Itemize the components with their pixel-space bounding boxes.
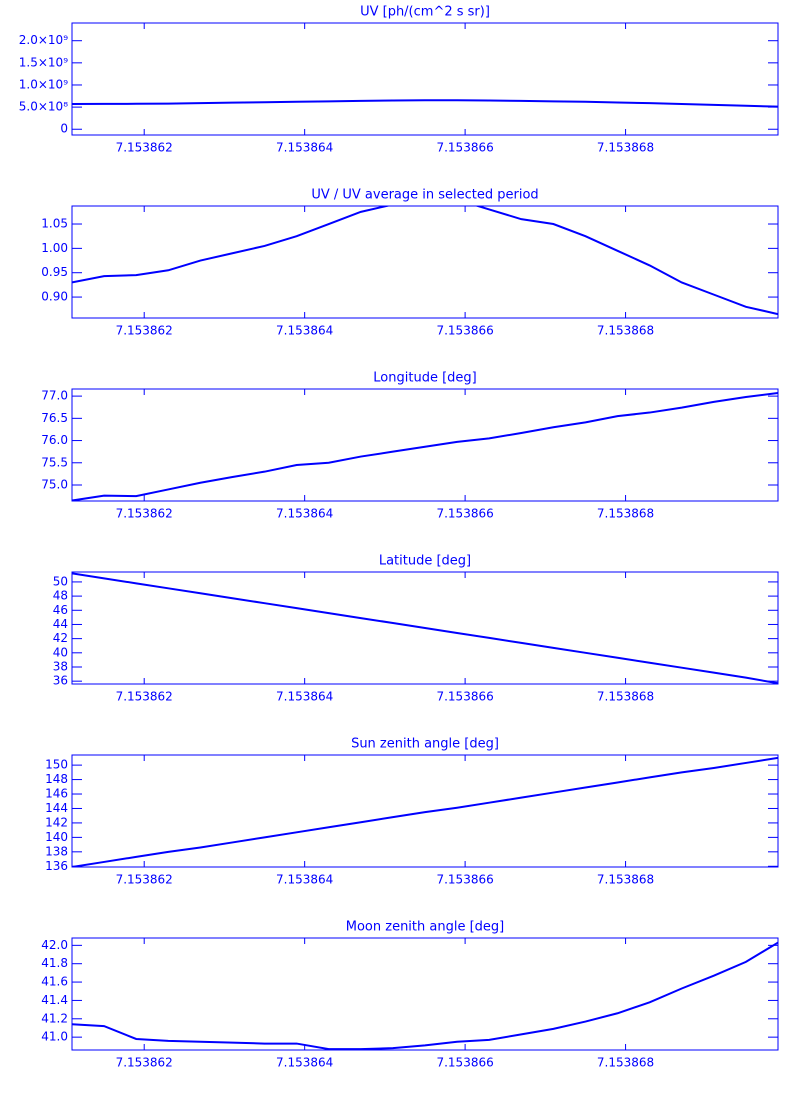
x-tick-label: 7.153864 — [276, 507, 333, 521]
plot-frame — [71, 388, 779, 502]
x-tick-label: 7.153862 — [116, 690, 173, 704]
plot-frame — [71, 205, 779, 319]
y-tick-label: 42 — [53, 631, 68, 645]
x-tick-label: 7.153868 — [597, 141, 654, 155]
y-tick-label: 36 — [53, 674, 68, 688]
y-tick-label: 146 — [45, 787, 68, 801]
x-tick-label: 7.153866 — [436, 873, 493, 887]
x-tick-label: 7.153866 — [436, 141, 493, 155]
y-tick-label: 46 — [53, 603, 68, 617]
x-tick-label: 7.153864 — [276, 141, 333, 155]
y-tick-label: 76.0 — [41, 433, 68, 447]
chart-title: UV / UV average in selected period — [311, 188, 538, 203]
y-tick-label: 0.90 — [41, 290, 68, 304]
y-tick-label: 50 — [53, 574, 68, 588]
x-tick-label: 7.153864 — [276, 324, 333, 338]
y-tick-label: 75.5 — [41, 455, 68, 469]
y-tick-label: 5.0×10⁸ — [19, 100, 68, 114]
y-tick-label: 44 — [53, 617, 68, 631]
x-tick-label: 7.153866 — [436, 507, 493, 521]
chart-title: Moon zenith angle [deg] — [346, 920, 504, 935]
y-tick-label: 142 — [45, 815, 68, 829]
data-line — [72, 206, 778, 316]
x-tick-label: 7.153862 — [116, 873, 173, 887]
data-line — [72, 756, 778, 867]
y-tick-label: 150 — [45, 758, 68, 772]
data-line — [72, 941, 778, 1050]
plot-frame — [71, 22, 779, 136]
x-tick-label: 7.153862 — [116, 141, 173, 155]
y-tick-label: 41.6 — [41, 975, 68, 989]
x-tick-label: 7.153866 — [436, 1056, 493, 1070]
y-tick-label: 136 — [45, 859, 68, 873]
panel: UV / UV average in selected period 0.90 0.… — [41, 188, 779, 338]
data-line — [72, 572, 778, 684]
y-tick-label: 41.0 — [41, 1030, 68, 1044]
x-tick-label: 7.153864 — [276, 873, 333, 887]
y-tick-label: 140 — [45, 830, 68, 844]
y-tick-label: 41.2 — [41, 1011, 68, 1025]
x-tick-label: 7.153862 — [116, 1056, 173, 1070]
plot-frame — [71, 937, 779, 1051]
y-tick-label: 1.00 — [41, 241, 68, 255]
x-tick-label: 7.153866 — [436, 690, 493, 704]
y-tick-label: 38 — [53, 659, 68, 673]
data-line — [72, 392, 778, 501]
chart-title: UV [ph/(cm^2 s sr)] — [360, 5, 490, 20]
y-tick-label: 1.05 — [41, 217, 68, 231]
x-tick-label: 7.153864 — [276, 1056, 333, 1070]
data-line — [72, 99, 778, 108]
y-tick-label: 76.5 — [41, 411, 68, 425]
y-tick-label: 0.95 — [41, 265, 68, 279]
y-tick-label: 144 — [45, 801, 68, 815]
x-tick-label: 7.153868 — [597, 1056, 654, 1070]
panel: UV [ph/(cm^2 s sr)] 0 5.0×10⁸ 1.0×10⁹ 1.5×10… — [19, 5, 779, 155]
x-tick-label: 7.153864 — [276, 690, 333, 704]
y-tick-label: 48 — [53, 589, 68, 603]
x-tick-label: 7.153862 — [116, 324, 173, 338]
y-tick-label: 2.0×10⁹ — [19, 33, 68, 47]
y-tick-label: 77.0 — [41, 389, 68, 403]
x-tick-label: 7.153868 — [597, 873, 654, 887]
y-tick-label: 41.4 — [41, 993, 68, 1007]
chart-title: Latitude [deg] — [379, 554, 471, 569]
plot-frame — [71, 571, 779, 685]
y-tick-label: 41.8 — [41, 956, 68, 970]
y-tick-label: 42.0 — [41, 938, 68, 952]
panel: Sun zenith angle [deg] 136138140142144146… — [45, 737, 779, 887]
x-tick-label: 7.153868 — [597, 507, 654, 521]
chart-title: Sun zenith angle [deg] — [351, 737, 499, 752]
panel: Moon zenith angle [deg] 41.0 41.2 41.4 41.6 4… — [41, 920, 779, 1070]
y-tick-label: 148 — [45, 772, 68, 786]
y-tick-label: 1.5×10⁹ — [19, 55, 68, 69]
chart-title: Longitude [deg] — [373, 371, 476, 386]
y-tick-label: 40 — [53, 645, 68, 659]
x-tick-label: 7.153862 — [116, 507, 173, 521]
panel: Longitude [deg] 75.0 75.5 76.0 76.5 77.0 7.153… — [41, 371, 779, 521]
x-tick-label: 7.153868 — [597, 324, 654, 338]
x-tick-label: 7.153866 — [436, 324, 493, 338]
x-tick-label: 7.153868 — [597, 690, 654, 704]
plot-frame — [71, 754, 779, 868]
y-tick-label: 0 — [60, 122, 68, 136]
y-tick-label: 75.0 — [41, 478, 68, 492]
y-tick-label: 138 — [45, 844, 68, 858]
y-tick-label: 1.0×10⁹ — [19, 77, 68, 91]
